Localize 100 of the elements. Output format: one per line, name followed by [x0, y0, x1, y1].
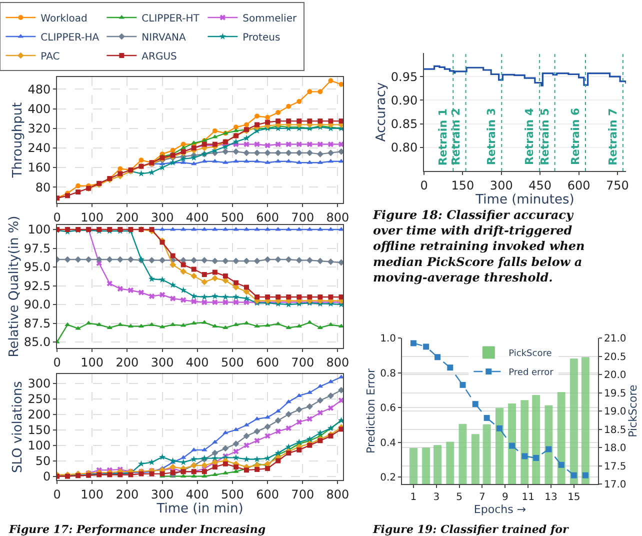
point	[306, 436, 313, 442]
point	[148, 276, 156, 282]
x-tick-label: 750	[606, 178, 629, 192]
point	[116, 256, 124, 263]
y-tick-label: 0.6	[380, 403, 396, 414]
point	[265, 294, 270, 300]
point	[434, 354, 441, 360]
y-tick-label: 250	[28, 392, 51, 406]
point	[201, 278, 208, 286]
point	[254, 438, 260, 444]
point	[244, 141, 250, 148]
point	[472, 401, 478, 408]
x-tick-label: 100	[80, 487, 104, 502]
point	[232, 138, 240, 145]
point	[244, 468, 249, 473]
point	[254, 141, 260, 148]
x-tick-label: 500	[221, 210, 244, 224]
point	[264, 150, 271, 156]
point	[222, 258, 229, 264]
point	[180, 262, 186, 268]
x-tick-label: 11	[522, 492, 534, 503]
point	[306, 403, 313, 410]
point	[318, 438, 323, 444]
point	[170, 470, 176, 476]
x-tick-label: 300	[150, 210, 174, 224]
x-tick-label: 100	[80, 210, 104, 224]
y-tick-label: 320	[28, 122, 51, 136]
point	[128, 472, 134, 478]
point	[201, 294, 208, 300]
point	[460, 382, 466, 388]
point	[212, 292, 218, 300]
point	[338, 118, 343, 124]
point	[254, 416, 260, 420]
point	[158, 276, 166, 283]
point	[212, 450, 218, 456]
legend-label: Proteus	[242, 32, 280, 44]
x-tick-label: 600	[256, 487, 280, 502]
point	[286, 425, 292, 432]
point	[327, 392, 334, 399]
y-axis-title: Prediction Error	[364, 368, 378, 454]
point	[265, 120, 270, 125]
point	[296, 294, 302, 300]
point	[264, 414, 270, 419]
point	[232, 440, 240, 447]
point	[307, 89, 312, 94]
point	[190, 292, 198, 300]
point	[106, 256, 113, 263]
point	[138, 290, 144, 296]
point	[306, 141, 312, 148]
point	[285, 256, 292, 263]
point	[85, 256, 92, 263]
y-tick-label: 200	[28, 407, 51, 422]
point	[286, 450, 292, 456]
point	[274, 256, 282, 263]
point	[244, 122, 249, 128]
y-tick-label: 85.0	[24, 335, 51, 350]
point	[306, 150, 313, 156]
point	[558, 462, 564, 468]
point	[316, 150, 324, 158]
point	[180, 297, 186, 303]
x-axis-title: Time (minutes)	[474, 192, 574, 208]
point	[232, 294, 240, 300]
point	[275, 158, 281, 163]
point	[138, 158, 144, 163]
point	[254, 122, 260, 128]
point	[264, 142, 270, 148]
point	[212, 454, 218, 462]
y2-tick-label: 21.0	[604, 334, 626, 344]
point	[243, 134, 250, 141]
y-tick-label: 100	[28, 438, 51, 452]
point	[423, 344, 430, 350]
point	[274, 150, 282, 156]
point	[265, 466, 270, 472]
point	[159, 257, 166, 264]
point	[296, 118, 302, 124]
x-tick-label: 9	[502, 492, 508, 503]
point	[447, 364, 454, 371]
point	[222, 294, 229, 300]
x-tick-label: 300	[490, 178, 513, 192]
point	[158, 164, 166, 170]
point	[254, 258, 260, 264]
point	[65, 193, 70, 198]
point	[296, 150, 302, 156]
y-tick-label: 97.5	[24, 241, 51, 256]
legend-label: CLIPPER-HT	[142, 13, 200, 24]
y-tick-label: 50	[35, 454, 51, 468]
x-tick-label: 0	[53, 487, 61, 502]
x-tick-label: 600	[567, 178, 590, 192]
x-tick-label: 0	[53, 355, 61, 370]
x-tick-label: 400	[186, 210, 209, 224]
point	[128, 287, 134, 294]
ref-line-label: Retrain 2	[449, 108, 462, 166]
point	[212, 270, 218, 275]
x-tick-label: 5	[456, 492, 462, 503]
point	[243, 456, 250, 462]
point	[138, 471, 144, 476]
point	[328, 294, 334, 300]
point	[191, 298, 197, 304]
point	[546, 446, 552, 452]
point	[222, 274, 228, 278]
